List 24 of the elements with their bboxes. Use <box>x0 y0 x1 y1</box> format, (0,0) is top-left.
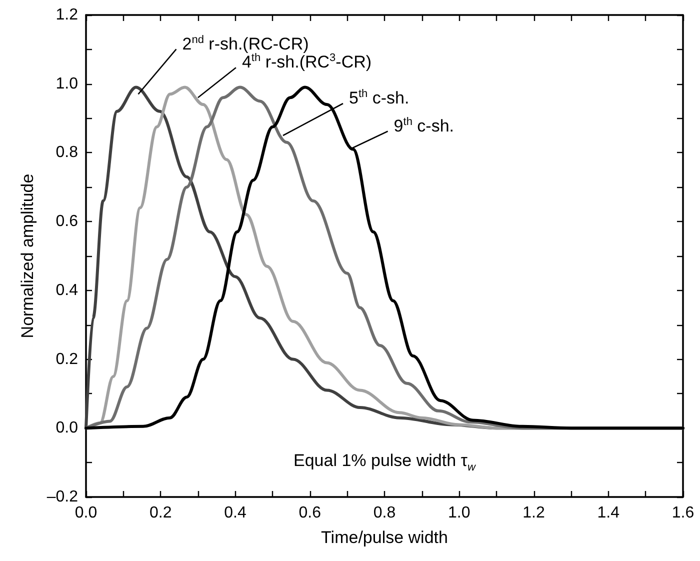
y-tick-label: 0.2 <box>56 350 78 368</box>
x-tick-label: 0.2 <box>150 504 172 522</box>
y-tick-label: 0.4 <box>56 282 78 299</box>
x-tick-label: 1.4 <box>597 504 620 522</box>
x-tick-label: 0.6 <box>298 504 322 522</box>
y-tick-label: 0.8 <box>56 144 78 162</box>
annotation: 9$^{th}$ c-sh. <box>394 116 454 136</box>
x-axis-title: Time/pulse width <box>321 528 448 547</box>
x-tick-label: 0.0 <box>74 504 98 522</box>
y-tick-label: 0.6 <box>56 213 78 230</box>
x-tick-label: 0.4 <box>224 504 246 522</box>
x-tick-label: 1.6 <box>672 504 694 522</box>
annotation: 4$^{th}$ r-sh.(RC$^{3}$-CR) <box>242 52 372 72</box>
y-tick-label: 0.0 <box>56 420 78 437</box>
x-tick-label: 1.0 <box>448 504 470 522</box>
annotation: 2$^{nd}$ r-sh.(RC-CR) <box>182 34 309 54</box>
y-tick-label: –0.2 <box>46 488 78 506</box>
x-tick-label: 0.8 <box>373 504 396 522</box>
x-tick-label: 1.2 <box>522 504 545 522</box>
y-tick-label: 1.2 <box>56 6 78 24</box>
y-tick-label: 1.0 <box>56 75 78 92</box>
annotation: 5$^{th}$ c-sh. <box>349 88 410 108</box>
y-axis-title: Normalized amplitude <box>18 174 37 338</box>
annotation: Equal 1% pulse width τ$_{w}$ <box>294 451 476 474</box>
